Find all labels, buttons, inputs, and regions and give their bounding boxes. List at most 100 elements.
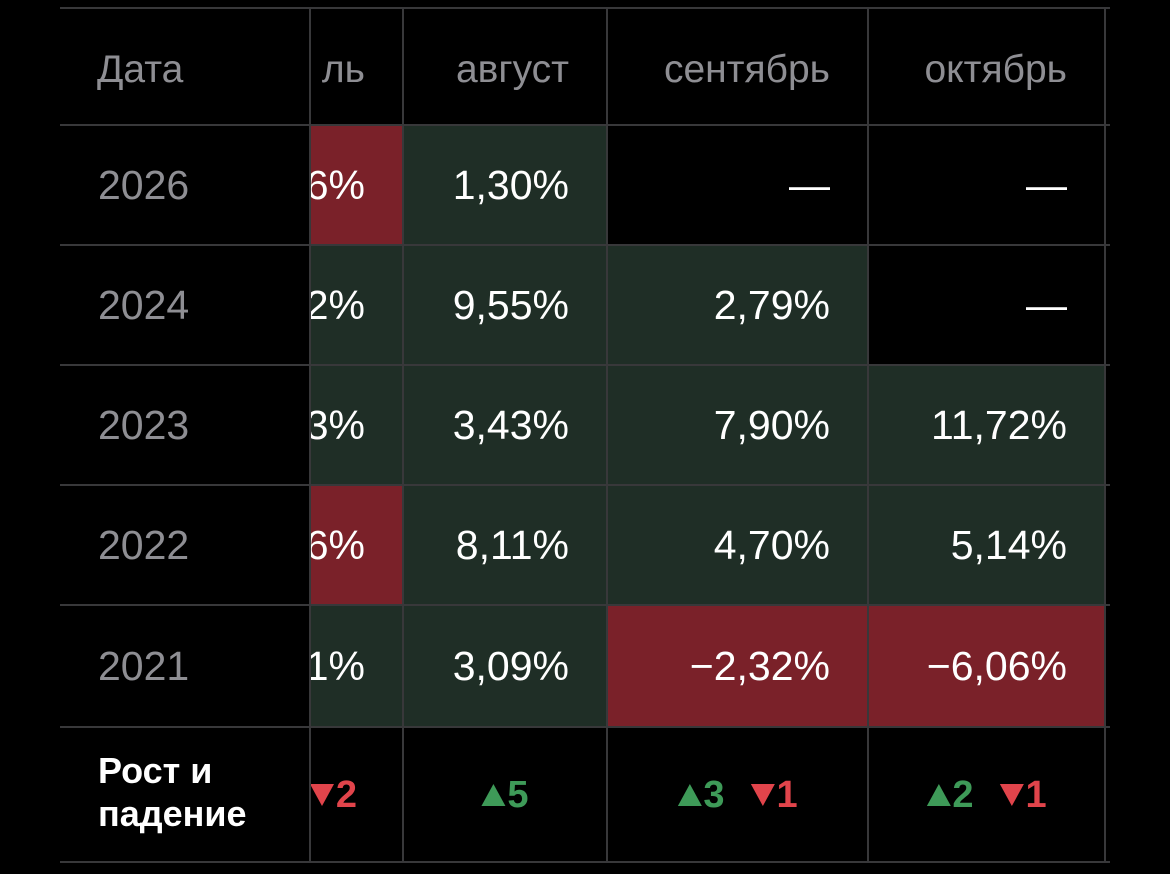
value-cell: — <box>868 245 1105 365</box>
up-count: 5 <box>481 773 529 816</box>
header-cell: август <box>403 8 607 125</box>
up-number: 3 <box>703 773 725 816</box>
down-number: 1 <box>776 773 798 816</box>
value-cell: 8,11% <box>403 485 607 605</box>
up-icon <box>926 783 951 806</box>
year-cell: 2024 <box>60 245 310 365</box>
year: 2024 <box>98 282 190 328</box>
value-cell: 9,55% <box>403 245 607 365</box>
header-cell: октябрь <box>868 8 1105 125</box>
footer-cell: 2 <box>310 727 403 862</box>
value: 5,14% <box>950 522 1067 568</box>
header-text: сентябрь <box>663 48 830 91</box>
value-cell: −6,06% <box>868 605 1105 727</box>
value: — <box>1026 162 1067 208</box>
value-cell: 7,90% <box>607 365 868 485</box>
year: 2022 <box>98 522 190 568</box>
value: 7,90% <box>713 402 830 448</box>
down-icon <box>750 783 775 806</box>
row-divider <box>60 7 1110 9</box>
header-text: октябрь <box>924 48 1067 91</box>
value: 2,79% <box>713 282 830 328</box>
row-divider <box>60 124 1110 126</box>
down-count: 1 <box>750 773 798 816</box>
footer-label: Рост и падение <box>98 750 247 835</box>
value: — <box>1026 282 1067 328</box>
row-divider <box>60 364 1110 366</box>
year-cell: 2026 <box>60 125 310 245</box>
value: 9,55% <box>452 282 569 328</box>
value-cell: 2% <box>310 245 403 365</box>
value-cell: 6% <box>310 485 403 605</box>
up-number: 2 <box>952 773 974 816</box>
row-divider <box>60 726 1110 728</box>
value: 4,70% <box>713 522 830 568</box>
value: 3,43% <box>452 402 569 448</box>
value: 11,72% <box>930 402 1067 448</box>
year: 2023 <box>98 402 190 448</box>
column-divider <box>402 8 404 862</box>
value-cell: 11,72% <box>868 365 1105 485</box>
value-cell: 1% <box>310 605 403 727</box>
header-cell: ль <box>310 8 403 125</box>
value: 2% <box>310 282 365 328</box>
down-count: 2 <box>310 776 357 814</box>
up-icon <box>481 783 506 806</box>
footer-cell: 5 <box>403 727 607 862</box>
value: 3,09% <box>452 643 569 689</box>
year-cell: 2023 <box>60 365 310 485</box>
value: −2,32% <box>689 643 830 689</box>
value: — <box>789 162 830 208</box>
down-icon <box>999 783 1024 806</box>
header-text: август <box>455 48 569 91</box>
value: −6,06% <box>926 643 1067 689</box>
change-counts: 5 <box>481 773 529 816</box>
value-cell: 3,43% <box>403 365 607 485</box>
value-cell: 2,79% <box>607 245 868 365</box>
up-number: 5 <box>507 773 529 816</box>
row-divider <box>60 244 1110 246</box>
value-cell: — <box>868 125 1105 245</box>
column-divider <box>309 8 311 862</box>
value-cell: — <box>607 125 868 245</box>
row-divider <box>60 604 1110 606</box>
row-divider <box>60 861 1110 863</box>
value: 6% <box>310 522 365 568</box>
value-cell: 5,14% <box>868 485 1105 605</box>
header-cell: Дата <box>60 8 310 125</box>
value-cell: 3,09% <box>403 605 607 727</box>
header-text: ль <box>321 48 365 91</box>
value: 6% <box>310 162 365 208</box>
year: 2021 <box>98 643 190 689</box>
down-count: 1 <box>999 773 1047 816</box>
value: 1% <box>310 643 365 689</box>
header-cell: сентябрь <box>607 8 868 125</box>
up-icon <box>677 783 702 806</box>
up-count: 2 <box>926 773 974 816</box>
value: 8,11% <box>455 522 569 568</box>
value-cell: −2,32% <box>607 605 868 727</box>
down-number: 1 <box>1025 773 1047 816</box>
value-cell: 6% <box>310 125 403 245</box>
year-cell: 2022 <box>60 485 310 605</box>
value-cell: 1,30% <box>403 125 607 245</box>
down-number: 2 <box>335 773 357 816</box>
value: 3% <box>310 402 365 448</box>
down-icon <box>310 783 334 806</box>
value-cell: 4,70% <box>607 485 868 605</box>
up-count: 3 <box>677 773 725 816</box>
year-cell: 2021 <box>60 605 310 727</box>
change-counts: 2 <box>310 776 357 814</box>
column-divider <box>606 8 608 862</box>
column-divider <box>867 8 869 862</box>
value: 1,30% <box>452 162 569 208</box>
value-cell: 3% <box>310 365 403 485</box>
header-text: Дата <box>97 48 184 91</box>
row-divider <box>60 484 1110 486</box>
column-divider <box>1104 8 1106 862</box>
